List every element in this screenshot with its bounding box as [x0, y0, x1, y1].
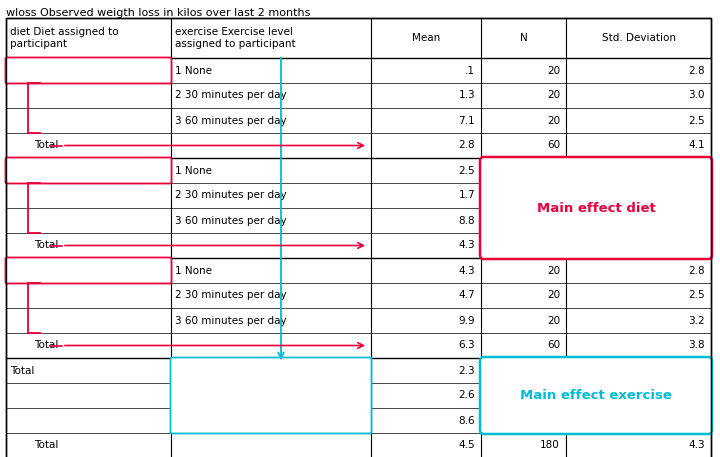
Text: 1 None: 1 None [175, 165, 212, 175]
Text: 60: 60 [547, 140, 560, 150]
Text: 4.5: 4.5 [459, 441, 475, 451]
Text: 4.7: 4.7 [459, 291, 475, 301]
FancyBboxPatch shape [6, 257, 171, 283]
Text: 2.5: 2.5 [459, 165, 475, 175]
Text: 20: 20 [547, 65, 560, 75]
Text: 20: 20 [547, 266, 560, 276]
Text: 20: 20 [547, 291, 560, 301]
Text: 1 None: 1 None [175, 266, 212, 276]
Text: Main effect exercise: Main effect exercise [520, 389, 672, 402]
Text: Main effect diet: Main effect diet [536, 202, 655, 214]
Text: 1.7: 1.7 [459, 191, 475, 201]
Text: 3.0: 3.0 [688, 90, 705, 101]
FancyBboxPatch shape [171, 357, 372, 434]
Text: 3.7: 3.7 [688, 191, 705, 201]
Text: 3 60 minutes per day: 3 60 minutes per day [175, 116, 287, 126]
Text: 2 30 minutes per day: 2 30 minutes per day [175, 90, 287, 101]
Text: 2.5: 2.5 [688, 116, 705, 126]
FancyBboxPatch shape [480, 357, 712, 434]
Text: 60: 60 [547, 366, 560, 376]
Text: 1 None: 1 None [175, 366, 212, 376]
Text: 1.3: 1.3 [459, 90, 475, 101]
Text: 2 30 minutes per day: 2 30 minutes per day [175, 390, 287, 400]
Text: 4.3: 4.3 [459, 266, 475, 276]
Text: wloss Observed weigth loss in kilos over last 2 months: wloss Observed weigth loss in kilos over… [6, 8, 310, 18]
Text: 1 None: 1 None [175, 65, 212, 75]
Text: 4.5: 4.5 [688, 240, 705, 250]
Text: 60: 60 [547, 390, 560, 400]
Text: 1 None: 1 None [10, 65, 47, 75]
Text: Total: Total [10, 366, 35, 376]
Text: 2 Atkins: 2 Atkins [10, 165, 53, 175]
Text: 20: 20 [547, 191, 560, 201]
Text: N: N [520, 33, 527, 43]
Text: 3 Vegetarian: 3 Vegetarian [10, 266, 76, 276]
Text: 7.1: 7.1 [459, 116, 475, 126]
Text: Std. Deviation: Std. Deviation [601, 33, 675, 43]
Text: 60: 60 [547, 240, 560, 250]
Text: 3.2: 3.2 [688, 366, 705, 376]
Text: exercise Exercise level
assigned to participant: exercise Exercise level assigned to part… [175, 27, 296, 49]
Text: 8.6: 8.6 [459, 415, 475, 425]
Text: 3.1: 3.1 [688, 415, 705, 425]
FancyBboxPatch shape [480, 157, 712, 259]
Text: 3 60 minutes per day: 3 60 minutes per day [175, 216, 287, 225]
Text: 2.8: 2.8 [688, 65, 705, 75]
Text: 3 60 minutes per day: 3 60 minutes per day [175, 315, 287, 325]
Text: Total: Total [34, 441, 58, 451]
Text: 2.8: 2.8 [688, 266, 705, 276]
Text: 9.9: 9.9 [459, 315, 475, 325]
Text: 20: 20 [547, 315, 560, 325]
Text: 20: 20 [547, 165, 560, 175]
Text: Total: Total [34, 340, 58, 351]
Text: Total: Total [34, 240, 58, 250]
Text: 2.6: 2.6 [459, 390, 475, 400]
Text: 3 60 minutes per day: 3 60 minutes per day [175, 415, 287, 425]
Text: 20: 20 [547, 216, 560, 225]
Text: 60: 60 [547, 415, 560, 425]
Text: 2 30 minutes per day: 2 30 minutes per day [175, 191, 287, 201]
Text: 3.8: 3.8 [688, 340, 705, 351]
Text: 2.8: 2.8 [688, 165, 705, 175]
Text: 4.3: 4.3 [459, 240, 475, 250]
Text: 2.8: 2.8 [459, 140, 475, 150]
Text: Total: Total [34, 140, 58, 150]
Text: 3.4: 3.4 [688, 390, 705, 400]
Text: 2.5: 2.5 [688, 291, 705, 301]
Text: Mean: Mean [412, 33, 440, 43]
Text: 2.3: 2.3 [459, 366, 475, 376]
Text: 60: 60 [547, 340, 560, 351]
FancyBboxPatch shape [6, 158, 171, 184]
Text: .1: .1 [465, 65, 475, 75]
Text: 2 30 minutes per day: 2 30 minutes per day [175, 291, 287, 301]
Text: 4.1: 4.1 [688, 140, 705, 150]
Text: 8.8: 8.8 [459, 216, 475, 225]
Text: 3.2: 3.2 [688, 315, 705, 325]
Text: diet Diet assigned to
participant: diet Diet assigned to participant [10, 27, 119, 49]
Text: 180: 180 [540, 441, 560, 451]
Text: 3.0: 3.0 [688, 216, 705, 225]
Text: 6.3: 6.3 [459, 340, 475, 351]
FancyBboxPatch shape [6, 58, 171, 84]
Text: 20: 20 [547, 116, 560, 126]
Text: 4.3: 4.3 [688, 441, 705, 451]
Text: 20: 20 [547, 90, 560, 101]
